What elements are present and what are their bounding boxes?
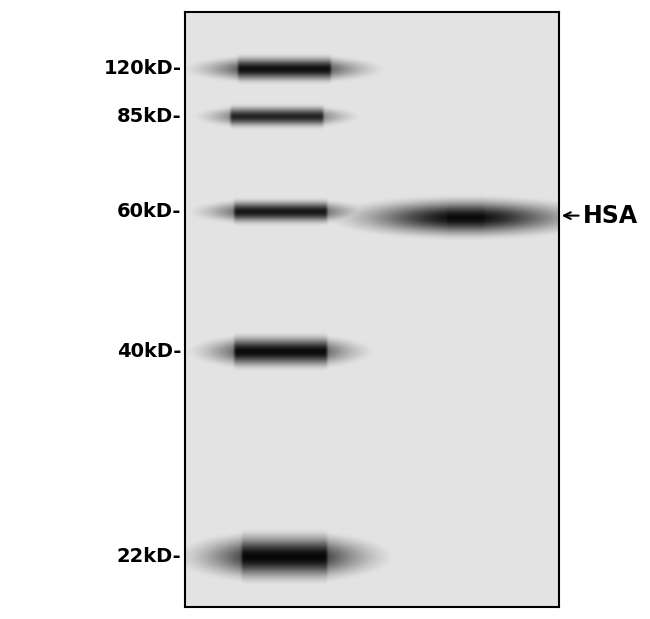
Text: 40kD-: 40kD-	[117, 342, 181, 361]
Text: 22kD-: 22kD-	[117, 547, 181, 566]
Text: 120kD-: 120kD-	[103, 59, 181, 79]
Text: 60kD-: 60kD-	[117, 202, 181, 221]
Text: HSA: HSA	[583, 204, 638, 228]
Text: 85kD-: 85kD-	[117, 107, 181, 126]
